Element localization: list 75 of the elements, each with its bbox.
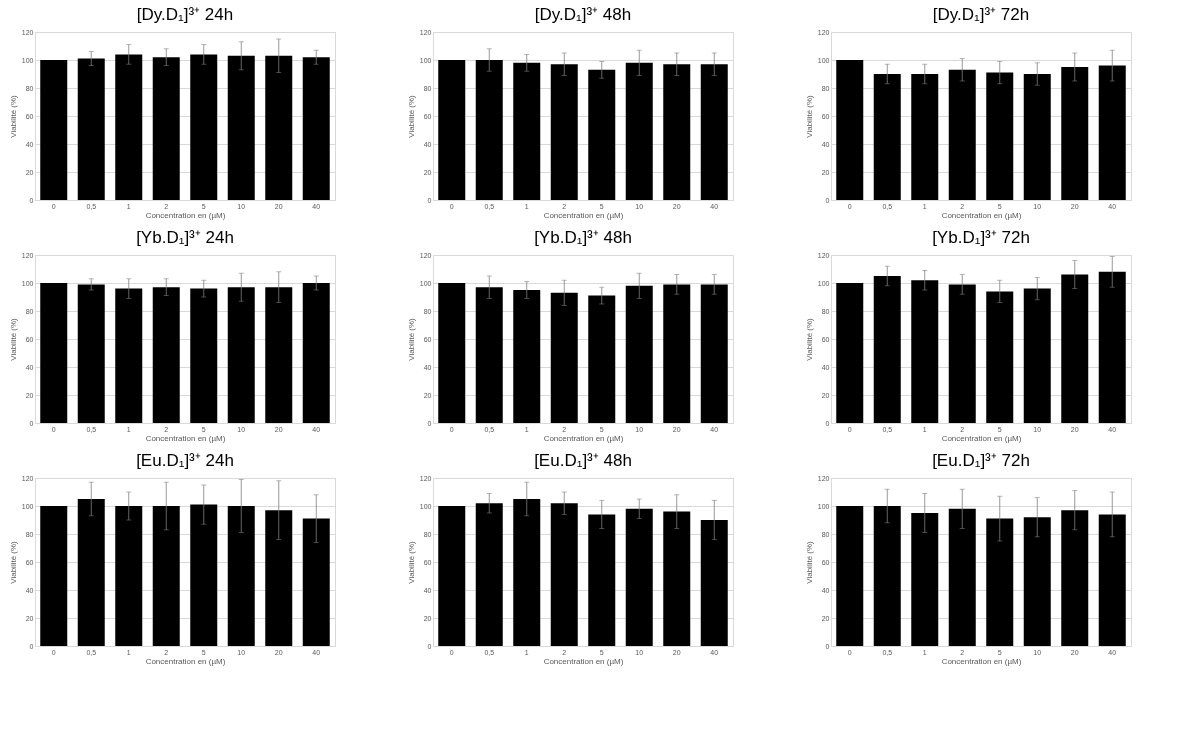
bar (588, 514, 616, 646)
y-axis-title: Viabilité (%) (804, 540, 814, 584)
bar (438, 283, 466, 423)
bar (1023, 74, 1051, 200)
bar (986, 72, 1014, 200)
y-axis-title: Viabilité (%) (406, 540, 416, 584)
chart-title: [Eu.D₁]³⁺ 24h (136, 451, 234, 470)
bar (1023, 288, 1051, 423)
bar (475, 287, 503, 423)
bar (1098, 271, 1126, 423)
y-axis-title: Viabilité (%) (8, 317, 18, 361)
bar (77, 499, 105, 646)
bar (911, 513, 939, 646)
bar (513, 499, 541, 646)
bar (836, 283, 864, 423)
bar (265, 510, 293, 646)
bar (1061, 274, 1089, 423)
bar (475, 503, 503, 646)
x-axis-title: Concentration en (µM) (145, 210, 226, 220)
bar (1098, 65, 1126, 200)
bar (986, 291, 1014, 423)
chart-title: [Yb.D₁]³⁺ 72h (932, 228, 1030, 247)
bar (948, 284, 976, 423)
bar (302, 518, 330, 646)
bar (873, 74, 901, 200)
bar (911, 280, 939, 423)
bar (1061, 510, 1089, 646)
bar (513, 290, 541, 423)
bar (550, 503, 578, 646)
bar (873, 276, 901, 423)
bar (663, 511, 691, 646)
bar (1023, 517, 1051, 646)
bar (190, 504, 218, 646)
y-axis-title: Viabilité (%) (406, 317, 416, 361)
chart-title: [Dy.D₁]³⁺ 72h (932, 5, 1030, 24)
bar (152, 506, 180, 646)
chart-title: [Dy.D₁]³⁺ 24h (136, 5, 234, 24)
bar (550, 292, 578, 423)
y-axis-title: Viabilité (%) (406, 94, 416, 138)
chart-title: [Eu.D₁]³⁺ 72h (932, 451, 1030, 470)
bar (663, 284, 691, 423)
x-axis-title: Concentration en (µM) (145, 656, 226, 666)
y-axis-title: Viabilité (%) (8, 94, 18, 138)
y-axis-title: Viabilité (%) (8, 540, 18, 584)
y-axis-title: Viabilité (%) (804, 317, 814, 361)
x-axis-title: Concentration en (µM) (145, 433, 226, 443)
bar (40, 506, 68, 646)
x-axis-title: Concentration en (µM) (941, 656, 1022, 666)
bar (625, 508, 653, 646)
chart-title: [Dy.D₁]³⁺ 48h (534, 5, 632, 24)
bar (873, 506, 901, 646)
x-axis-title: Concentration en (µM) (941, 210, 1022, 220)
bar (948, 69, 976, 200)
chart-title: [Yb.D₁]³⁺ 24h (136, 228, 234, 247)
bar (700, 284, 728, 423)
bar (986, 518, 1014, 646)
x-axis-title: Concentration en (µM) (941, 433, 1022, 443)
bar (1098, 514, 1126, 646)
bar (1061, 67, 1089, 200)
bar (700, 520, 728, 646)
y-axis-title: Viabilité (%) (804, 94, 814, 138)
bar (588, 295, 616, 423)
bar (911, 74, 939, 200)
x-axis-title: Concentration en (µM) (543, 433, 624, 443)
x-axis-title: Concentration en (µM) (543, 210, 624, 220)
x-axis-title: Concentration en (µM) (543, 656, 624, 666)
chart-title: [Yb.D₁]³⁺ 48h (534, 228, 632, 247)
bar (115, 506, 143, 646)
chart-title: [Eu.D₁]³⁺ 48h (534, 451, 632, 470)
bar (836, 60, 864, 200)
bar (948, 508, 976, 646)
bar (836, 506, 864, 646)
bar (438, 506, 466, 646)
bar (227, 506, 255, 646)
bar (625, 285, 653, 423)
